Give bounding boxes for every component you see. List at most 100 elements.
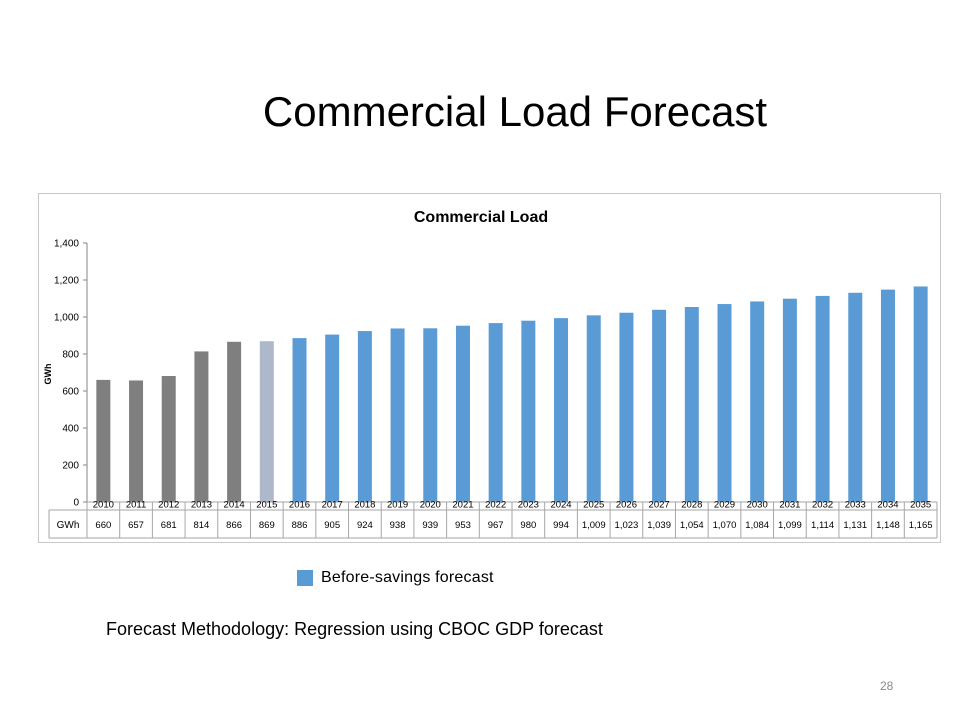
y-tick-label: 1,000 — [54, 313, 79, 324]
value-label-2034: 1,148 — [876, 520, 900, 531]
value-label-2029: 1,070 — [713, 520, 737, 531]
bar-2026 — [619, 312, 634, 502]
value-label-2011: 657 — [128, 520, 144, 531]
x-tick-label-2028: 2028 — [681, 500, 702, 511]
y-tick-label: 1,400 — [54, 239, 79, 250]
y-axis-label: GWh — [43, 364, 53, 385]
bar-2014 — [227, 341, 242, 502]
value-label-2016: 886 — [292, 520, 308, 531]
x-tick-label-2019: 2019 — [387, 500, 408, 511]
x-tick-label-2016: 2016 — [289, 500, 310, 511]
value-label-2026: 1,023 — [615, 520, 639, 531]
value-label-2022: 967 — [488, 520, 504, 531]
y-tick-label: 0 — [73, 498, 79, 509]
bar-2035 — [913, 286, 928, 502]
commercial-load-chart: Commercial Load GWh 0 200 400 600 800 1,000 1,… — [43, 209, 938, 539]
x-tick-label-2031: 2031 — [779, 500, 800, 511]
bar-2024 — [554, 318, 569, 502]
bar-2012 — [161, 376, 176, 502]
x-tick-label-2010: 2010 — [93, 500, 114, 511]
value-label-2023: 980 — [520, 520, 536, 531]
y-tick-label: 800 — [62, 350, 79, 361]
x-tick-label-2025: 2025 — [583, 500, 604, 511]
x-tick-label-2011: 2011 — [126, 500, 146, 511]
chart-frame: Commercial Load GWh 0 200 400 600 800 1,000 1,… — [38, 193, 941, 543]
bar-2030 — [750, 301, 765, 502]
chart-title: Commercial Load — [414, 209, 548, 226]
bar-2029 — [717, 304, 732, 502]
y-tick-label: 600 — [62, 387, 79, 398]
value-label-2017: 905 — [324, 520, 340, 531]
bar-2016 — [292, 338, 307, 502]
x-tick-label-2033: 2033 — [845, 500, 866, 511]
value-label-2027: 1,039 — [647, 520, 671, 531]
legend-swatch — [297, 570, 313, 586]
legend: Before-savings forecast — [297, 569, 494, 587]
x-tick-label-2014: 2014 — [224, 500, 245, 511]
value-label-2035: 1,165 — [909, 520, 933, 531]
value-label-2013: 814 — [193, 520, 209, 531]
value-label-2021: 953 — [455, 520, 471, 531]
bar-2010 — [96, 379, 111, 502]
bar-series — [96, 286, 928, 502]
bar-2028 — [684, 307, 699, 502]
x-tick-label-2023: 2023 — [518, 500, 539, 511]
bar-2013 — [194, 351, 209, 502]
bar-2025 — [586, 315, 601, 502]
legend-label: Before-savings forecast — [321, 569, 494, 586]
x-tick-label-2012: 2012 — [158, 500, 179, 511]
x-tick-label-2024: 2024 — [550, 500, 571, 511]
value-label-2033: 1,131 — [843, 520, 867, 531]
data-table: GWh 2010 660 2011 657 2012 681 2013 814 2014 866 20… — [48, 500, 938, 539]
bar-2015 — [259, 341, 274, 502]
page-number: 28 — [880, 679, 894, 693]
bar-2011 — [129, 380, 144, 502]
methodology-note: Forecast Methodology: Regression using C… — [106, 619, 603, 639]
x-tick-label-2032: 2032 — [812, 500, 833, 511]
bar-2021 — [455, 325, 470, 502]
bar-2018 — [357, 331, 372, 502]
bar-2032 — [815, 295, 830, 502]
value-label-2031: 1,099 — [778, 520, 802, 531]
y-tick-label: 1,200 — [54, 276, 79, 287]
x-tick-label-2018: 2018 — [354, 500, 375, 511]
value-label-2012: 681 — [161, 520, 177, 531]
bar-2019 — [390, 328, 405, 502]
y-tick-label: 200 — [62, 461, 79, 472]
bar-2034 — [880, 289, 895, 502]
x-tick-label-2027: 2027 — [649, 500, 670, 511]
x-tick-label-2034: 2034 — [877, 500, 898, 511]
y-axis: 0 200 400 600 800 1,000 1,200 1,400 — [54, 239, 88, 509]
bar-2017 — [325, 334, 340, 502]
value-label-2020: 939 — [422, 520, 438, 531]
x-tick-label-2026: 2026 — [616, 500, 637, 511]
bar-2022 — [488, 323, 503, 502]
x-tick-label-2021: 2021 — [452, 500, 473, 511]
y-tick-label: 400 — [62, 424, 79, 435]
x-tick-label-2035: 2035 — [910, 500, 931, 511]
bar-2031 — [782, 298, 797, 502]
x-tick-label-2022: 2022 — [485, 500, 506, 511]
value-label-2019: 938 — [390, 520, 406, 531]
bar-2023 — [521, 320, 536, 502]
value-label-2030: 1,084 — [745, 520, 769, 531]
value-label-2032: 1,114 — [811, 520, 834, 531]
value-label-2010: 660 — [95, 520, 111, 531]
value-label-2015: 869 — [259, 520, 275, 531]
slide-title: Commercial Load Forecast — [262, 88, 768, 135]
x-tick-label-2030: 2030 — [747, 500, 768, 511]
x-tick-label-2017: 2017 — [322, 500, 343, 511]
value-label-2028: 1,054 — [680, 520, 704, 531]
table-row-label: GWh — [57, 520, 80, 531]
x-tick-label-2013: 2013 — [191, 500, 212, 511]
x-tick-label-2015: 2015 — [256, 500, 277, 511]
value-label-2024: 994 — [553, 520, 569, 531]
bar-2020 — [423, 328, 438, 502]
bar-2033 — [848, 292, 863, 502]
value-label-2014: 866 — [226, 520, 242, 531]
x-tick-label-2020: 2020 — [420, 500, 441, 511]
value-label-2018: 924 — [357, 520, 373, 531]
value-label-2025: 1,009 — [582, 520, 606, 531]
x-tick-label-2029: 2029 — [714, 500, 735, 511]
bar-2027 — [652, 309, 667, 502]
